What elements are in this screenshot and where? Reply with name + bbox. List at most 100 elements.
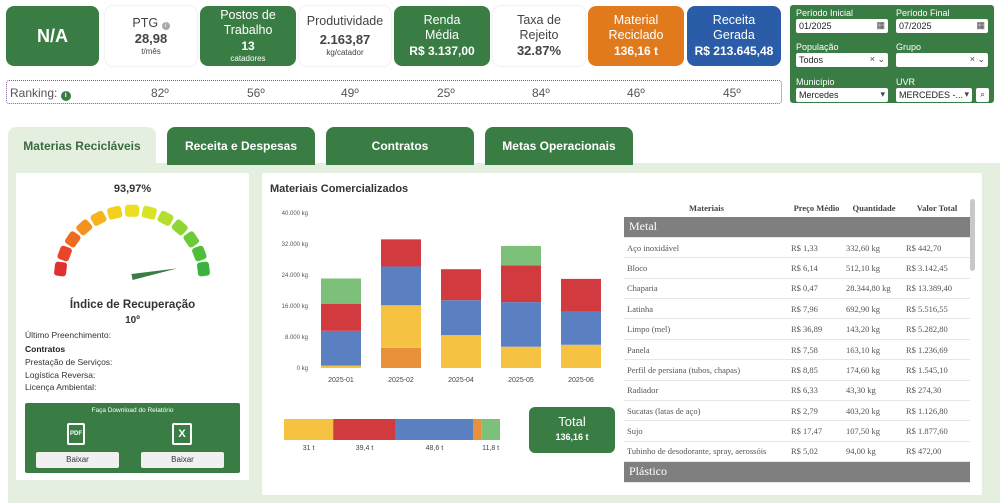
rank-receita: 45º [723, 86, 741, 100]
bar-segment[interactable] [321, 330, 361, 366]
download-xls-button[interactable]: Baixar [141, 452, 224, 468]
summary-segment[interactable] [284, 419, 334, 440]
table-row: Perfil de persiana (tubos, chapas) R$ 8,8… [624, 359, 970, 381]
receita-card: Receita Gerada R$ 213.645,48 [687, 6, 781, 66]
bar-segment[interactable] [321, 365, 361, 368]
bar-segment[interactable] [441, 300, 481, 336]
col-preco[interactable]: Preço Médio [793, 203, 840, 213]
municipio-label: Município [796, 77, 835, 87]
ranking-info-icon[interactable]: i [60, 91, 71, 101]
col-valor[interactable]: Valor Total [916, 203, 958, 213]
cell-quantidade: 403,20 kg [844, 400, 904, 422]
periodo-final-input[interactable]: 07/2025 ▦ [896, 19, 988, 33]
table-row: Limpo (mel) R$ 36,89 143,20 kg R$ 5.282,80 [624, 318, 970, 340]
clear-chevron-icon[interactable]: × ⌄ [969, 54, 985, 64]
gauge-segment [57, 245, 72, 262]
y-tick-label: 32.000 kg [282, 242, 308, 248]
summary-segment[interactable] [473, 419, 482, 440]
cell-preco: R$ 6,14 [789, 257, 844, 279]
bar-segment[interactable] [381, 266, 421, 306]
grupo-select[interactable]: × ⌄ [896, 53, 988, 67]
cell-preco: R$ 7,96 [789, 298, 844, 320]
calendar-icon[interactable]: ▦ [976, 20, 985, 30]
summary-segment[interactable] [395, 419, 473, 440]
col-quantidade[interactable]: Quantidade [852, 203, 896, 213]
bar-segment[interactable] [501, 245, 541, 266]
bar-segment[interactable] [321, 278, 361, 304]
download-panel: Faça Download do Relatório PDF X Baixar … [25, 403, 240, 473]
x-tick-label: 2025-02 [388, 377, 414, 384]
material-label-2: Reciclado [608, 28, 664, 42]
bar-segment[interactable] [321, 303, 361, 331]
bar-segment[interactable] [501, 346, 541, 368]
col-materiais[interactable]: Materiais [689, 203, 724, 213]
material-card: Material Reciclado 136,16 t [588, 6, 684, 66]
tab-contratos[interactable]: Contratos [326, 127, 474, 165]
info-prestacao: Prestação de Serviços: [25, 357, 113, 367]
cell-quantidade: 28.344,80 kg [844, 278, 904, 300]
table-row: Panela R$ 7,58 163,10 kg R$ 1.236,69 [624, 339, 970, 361]
cell-quantidade: 94,00 kg [844, 441, 904, 463]
bar-segment[interactable] [561, 311, 601, 345]
tab-receita-despesas[interactable]: Receita e Despesas [167, 127, 315, 165]
filters-panel: Período Inicial 01/2025 ▦ Período Final 0… [790, 5, 994, 103]
bar-segment[interactable] [381, 239, 421, 267]
periodo-inicial-input[interactable]: 01/2025 ▦ [796, 19, 888, 33]
cell-material: Panela [624, 339, 789, 361]
receita-label-2: Gerada [713, 28, 755, 42]
download-pdf-button[interactable]: Baixar [36, 452, 119, 468]
cell-material: Limpo (mel) [624, 318, 789, 340]
renda-label-1: Renda [423, 13, 461, 27]
summary-segment[interactable] [333, 419, 396, 440]
cell-valor: R$ 5.516,55 [904, 298, 970, 320]
prod-label: Produtividade [306, 14, 384, 28]
table-row: Latinha R$ 7,96 692,90 kg R$ 5.516,55 [624, 298, 970, 320]
total-value: 136,16 t [555, 432, 589, 442]
chevron-down-icon[interactable]: ▾ [880, 89, 885, 99]
material-label-1: Material [613, 13, 659, 27]
municipio-select[interactable]: Mercedes ▾ [796, 88, 888, 102]
uvr-select[interactable]: MERCEDES -... ▾ [896, 88, 972, 102]
postos-card: Postos de Trabalho 13 catadores [200, 6, 296, 66]
calendar-icon[interactable]: ▦ [876, 20, 885, 30]
pdf-icon[interactable]: PDF [67, 423, 85, 445]
gauge-segment [76, 219, 93, 236]
rank-ptg: 82º [151, 86, 169, 100]
table-scrollbar[interactable] [970, 199, 975, 271]
excel-icon[interactable]: X [172, 423, 192, 445]
ranking-label: Ranking: i [10, 86, 71, 101]
table-row: Chaparia R$ 0,47 28.344,80 kg R$ 13.389,40 [624, 278, 970, 300]
search-button[interactable]: ⌕ [976, 88, 989, 102]
gauge-percent: 93,97% [113, 183, 152, 195]
x-tick-label: 2025-06 [568, 377, 594, 384]
clear-chevron-icon[interactable]: × ⌄ [869, 54, 885, 64]
bar-segment[interactable] [561, 344, 601, 368]
bar-segment[interactable] [381, 305, 421, 348]
cell-preco: R$ 1,33 [789, 237, 844, 259]
table-row: Sujo R$ 17,47 107,50 kg R$ 1.877,60 [624, 420, 970, 442]
cell-quantidade: 143,20 kg [844, 318, 904, 340]
cell-preco: R$ 17,47 [789, 420, 844, 442]
summary-segment[interactable] [481, 419, 500, 440]
gauge-segment [197, 261, 210, 277]
rank-produtividade: 49º [341, 86, 359, 100]
tab-metas-operacionais[interactable]: Metas Operacionais [485, 127, 633, 165]
bar-segment[interactable] [381, 347, 421, 368]
rank-taxa: 84º [532, 86, 550, 100]
bar-segment[interactable] [501, 302, 541, 347]
bar-segment[interactable] [561, 278, 601, 312]
chevron-down-icon[interactable]: ▾ [964, 89, 969, 99]
tab-materias-reciclaveis[interactable]: Materias Recicláveis [8, 127, 156, 165]
y-tick-label: 16.000 kg [282, 304, 308, 310]
bar-segment[interactable] [501, 265, 541, 303]
summary-label: 31 t [303, 445, 315, 452]
material-value: 136,16 t [613, 44, 659, 58]
populacao-select[interactable]: Todos × ⌄ [796, 53, 888, 67]
gauge-segment [107, 205, 123, 220]
periodo-final-label: Período Final [896, 8, 950, 18]
cell-valor: R$ 442,70 [904, 237, 970, 259]
bar-segment[interactable] [441, 269, 481, 301]
prod-unit: kg/catador [326, 48, 364, 57]
bar-segment[interactable] [441, 335, 481, 368]
info-icon[interactable]: i [161, 21, 170, 30]
